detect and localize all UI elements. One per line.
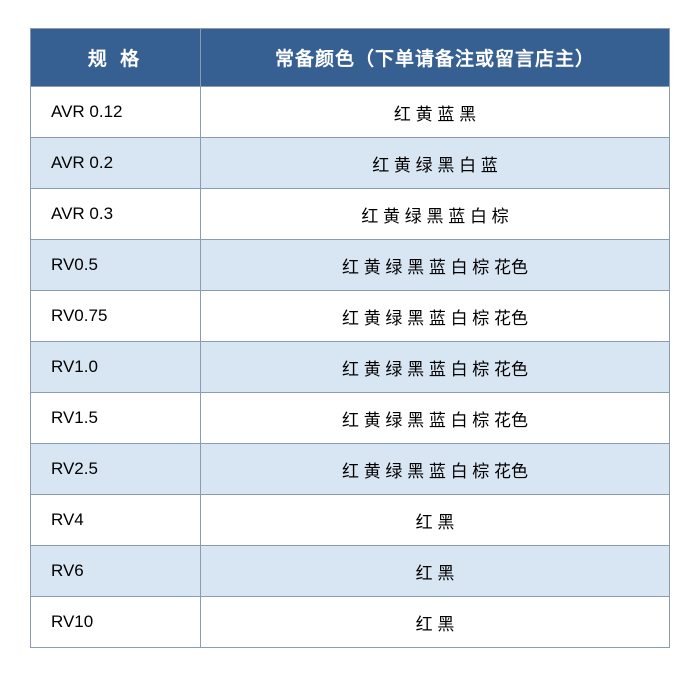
cell-colors: 红 黑 [201, 495, 670, 546]
cell-spec: RV10 [31, 597, 201, 648]
cell-colors: 红 黄 绿 黑 蓝 白 棕 花色 [201, 393, 670, 444]
cell-spec: RV0.5 [31, 240, 201, 291]
spec-color-table: 规 格 常备颜色（下单请备注或留言店主） AVR 0.12 红 黄 蓝 黑 AV… [30, 28, 670, 648]
cell-spec: RV1.0 [31, 342, 201, 393]
table-row: RV2.5 红 黄 绿 黑 蓝 白 棕 花色 [31, 444, 670, 495]
table-row: RV0.75 红 黄 绿 黑 蓝 白 棕 花色 [31, 291, 670, 342]
table-row: AVR 0.2 红 黄 绿 黑 白 蓝 [31, 138, 670, 189]
cell-spec: AVR 0.3 [31, 189, 201, 240]
cell-spec: AVR 0.12 [31, 87, 201, 138]
table-container: 规 格 常备颜色（下单请备注或留言店主） AVR 0.12 红 黄 蓝 黑 AV… [0, 0, 700, 676]
cell-colors: 红 黑 [201, 597, 670, 648]
cell-spec: RV4 [31, 495, 201, 546]
cell-colors: 红 黄 绿 黑 蓝 白 棕 [201, 189, 670, 240]
table-row: RV1.0 红 黄 绿 黑 蓝 白 棕 花色 [31, 342, 670, 393]
cell-spec: RV1.5 [31, 393, 201, 444]
table-row: RV1.5 红 黄 绿 黑 蓝 白 棕 花色 [31, 393, 670, 444]
cell-colors: 红 黑 [201, 546, 670, 597]
col-header-colors: 常备颜色（下单请备注或留言店主） [201, 29, 670, 87]
cell-colors: 红 黄 绿 黑 蓝 白 棕 花色 [201, 342, 670, 393]
cell-spec: AVR 0.2 [31, 138, 201, 189]
table-header-row: 规 格 常备颜色（下单请备注或留言店主） [31, 29, 670, 87]
cell-colors: 红 黄 绿 黑 白 蓝 [201, 138, 670, 189]
col-header-spec: 规 格 [31, 29, 201, 87]
cell-spec: RV6 [31, 546, 201, 597]
table-row: RV4 红 黑 [31, 495, 670, 546]
cell-colors: 红 黄 绿 黑 蓝 白 棕 花色 [201, 444, 670, 495]
table-row: RV10 红 黑 [31, 597, 670, 648]
cell-spec: RV0.75 [31, 291, 201, 342]
cell-colors: 红 黄 蓝 黑 [201, 87, 670, 138]
cell-colors: 红 黄 绿 黑 蓝 白 棕 花色 [201, 291, 670, 342]
cell-spec: RV2.5 [31, 444, 201, 495]
table-row: AVR 0.3 红 黄 绿 黑 蓝 白 棕 [31, 189, 670, 240]
table-row: RV6 红 黑 [31, 546, 670, 597]
cell-colors: 红 黄 绿 黑 蓝 白 棕 花色 [201, 240, 670, 291]
table-row: AVR 0.12 红 黄 蓝 黑 [31, 87, 670, 138]
table-row: RV0.5 红 黄 绿 黑 蓝 白 棕 花色 [31, 240, 670, 291]
